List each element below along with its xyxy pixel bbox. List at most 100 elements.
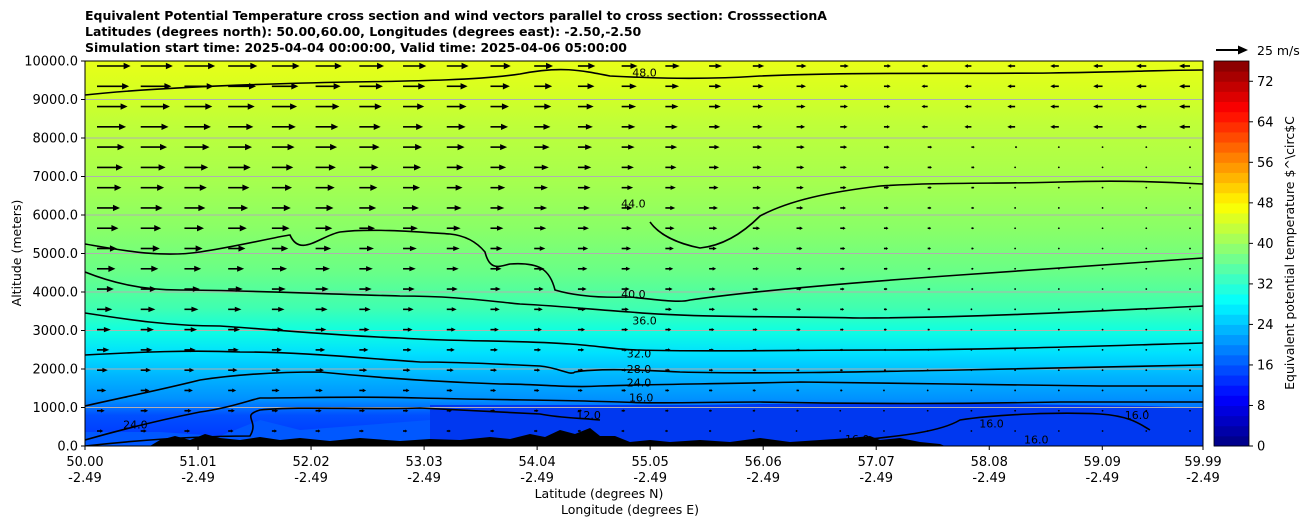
wind-vector — [927, 165, 932, 169]
wind-vector — [446, 83, 468, 90]
wind-vector — [359, 184, 378, 191]
wind-vector — [403, 123, 424, 131]
wind-vector — [534, 429, 538, 433]
wind-vector — [1050, 84, 1059, 89]
colorbar-bin — [1214, 294, 1249, 305]
wind-vector — [446, 225, 461, 231]
wind-vector — [665, 165, 677, 170]
wind-vector — [184, 184, 207, 191]
wind-vector — [97, 204, 120, 212]
contour-36 — [85, 271, 1203, 319]
wind-vector — [883, 368, 887, 372]
wind-vector — [970, 409, 973, 412]
wind-vector — [927, 206, 932, 210]
contour-44 — [649, 180, 1203, 249]
x-tick-label-lon: -2.49 — [181, 471, 215, 486]
wind-vector — [1101, 267, 1104, 270]
wind-vector — [1057, 146, 1060, 149]
wind-vector — [752, 409, 756, 413]
wind-vector — [228, 306, 242, 312]
wind-vector — [97, 367, 108, 373]
wind-vector — [534, 307, 543, 312]
colorbar-bin — [1214, 61, 1249, 72]
wind-vector — [577, 368, 584, 372]
wind-vector — [140, 347, 153, 353]
wind-vector — [971, 186, 975, 190]
colorbar-bin — [1214, 314, 1249, 325]
wind-vector — [1014, 409, 1017, 412]
wind-vector — [577, 246, 589, 251]
wind-vector — [1136, 63, 1147, 69]
wind-vector — [709, 124, 721, 130]
wind-vector — [752, 348, 757, 352]
contour-label: 16.0 — [1125, 409, 1150, 422]
wind-vector — [926, 369, 929, 372]
wind-vector — [1101, 430, 1104, 432]
wind-vector — [1014, 166, 1017, 169]
wind-vector — [577, 327, 586, 332]
wind-vector — [621, 164, 634, 170]
wind-vector — [921, 64, 928, 68]
colorbar-bin — [1214, 405, 1249, 417]
wind-vector — [184, 103, 213, 110]
wind-vector — [1189, 288, 1191, 290]
wind-vector — [184, 327, 198, 333]
colorbar-tick-label: 48 — [1257, 196, 1274, 211]
wind-vector — [883, 267, 888, 271]
wind-vector — [490, 62, 511, 70]
colorbar-bin — [1214, 131, 1249, 143]
wind-vector — [796, 84, 807, 89]
wind-vector — [840, 165, 847, 170]
contour-28 — [85, 350, 1203, 374]
wind-vector — [1101, 186, 1104, 189]
wind-vector — [184, 367, 195, 373]
wind-vector — [927, 247, 931, 250]
wind-vector — [577, 287, 587, 292]
wind-vector — [796, 287, 802, 291]
wind-vector — [1101, 328, 1104, 331]
wind-vector — [359, 409, 366, 413]
wind-vector — [840, 267, 845, 271]
wind-vector — [490, 144, 508, 151]
wind-vector — [1189, 430, 1191, 432]
wind-vector — [534, 409, 539, 413]
contour-40 — [85, 229, 1203, 303]
colorbar-bin — [1214, 212, 1249, 224]
wind-vector — [97, 306, 113, 313]
y-tick-label: 9000.0 — [33, 93, 79, 108]
wind-vector — [964, 104, 972, 109]
wind-vector — [184, 306, 199, 313]
colorbar — [1213, 60, 1250, 447]
chart-title: Equivalent Potential Temperature cross s… — [85, 8, 827, 56]
wind-vector — [271, 306, 285, 312]
wind-vector — [490, 205, 505, 211]
wind-vector — [1057, 247, 1060, 250]
wind-vector — [403, 205, 419, 211]
wind-vector — [359, 388, 367, 393]
wind-vector — [1093, 63, 1103, 69]
x-tick-label-lon: -2.49 — [407, 471, 441, 486]
wind-vector — [534, 246, 546, 251]
wind-vector — [315, 429, 321, 433]
wind-vector — [840, 348, 844, 352]
wind-vector — [1189, 227, 1191, 230]
x-tick-label-lat: 55.05 — [632, 455, 669, 470]
y-axis-label: Altitude (meters) — [9, 200, 24, 307]
wind-vector — [1189, 207, 1191, 209]
wind-vector — [490, 286, 501, 292]
colorbar-bin — [1214, 334, 1249, 346]
wind-vector — [970, 328, 973, 331]
wind-vector — [271, 265, 288, 272]
wind-vector — [446, 205, 462, 211]
wind-vector — [621, 368, 627, 372]
x-tick-label-lat: 53.03 — [405, 455, 442, 470]
wind-vector — [359, 225, 376, 232]
wind-vector — [971, 226, 974, 230]
wind-vector — [446, 266, 459, 272]
wind-vector — [140, 245, 160, 252]
wind-vector — [446, 103, 467, 110]
wind-vector — [1189, 186, 1191, 189]
wind-vector — [1014, 247, 1017, 250]
y-tick-label: 7000.0 — [33, 170, 79, 185]
